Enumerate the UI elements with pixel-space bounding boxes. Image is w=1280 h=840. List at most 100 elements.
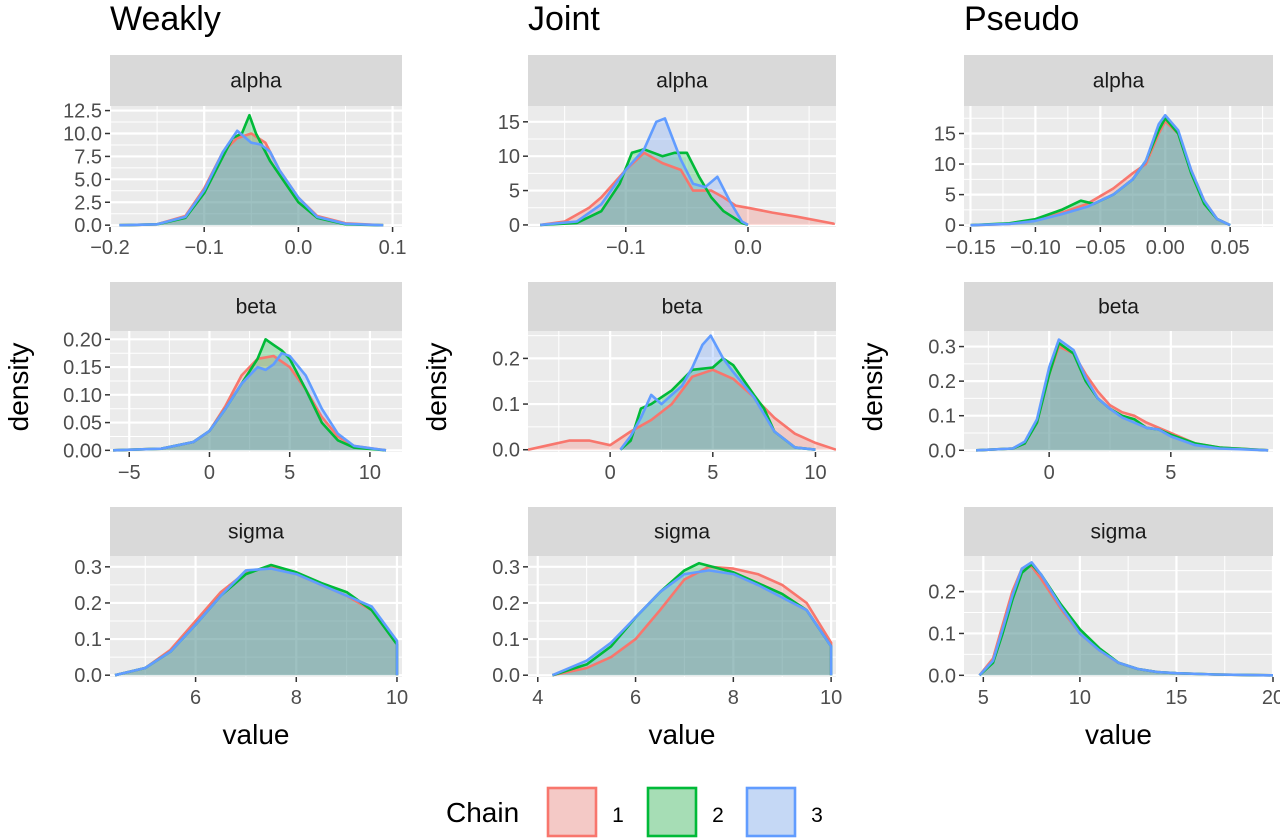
panel-alpha: alpha −0.1 0.0 0 5 10 15	[498, 55, 836, 259]
facet-strip-label: alpha	[656, 70, 708, 93]
density-line-chain-3	[540, 117, 749, 227]
x-tick-label: 10	[359, 462, 381, 484]
density-fill-chain-1	[976, 346, 1269, 451]
y-tick-label: 0.0	[74, 665, 102, 687]
density-areas	[540, 117, 835, 227]
density-fill-chain-1	[979, 566, 1273, 676]
legend-item-2: 2	[646, 786, 724, 838]
y-axis-title: density	[857, 343, 888, 432]
panel-background	[964, 106, 1273, 227]
y-tick-label: 0.0	[74, 215, 102, 237]
y-tick-label: 10	[498, 146, 520, 168]
y-tick-label: 0.05	[63, 413, 102, 435]
x-axis-title: value	[1085, 719, 1152, 750]
y-tick-label: 0	[509, 215, 520, 237]
density-fill-chain-1	[528, 369, 836, 450]
panel-sigma: sigma 6 8 10 0.0 0.1 0.2 0.3	[74, 507, 408, 709]
y-tick-label: 2.5	[74, 192, 102, 214]
density-fill-chain-2	[113, 339, 386, 451]
density-line-chain-3	[551, 569, 833, 677]
y-tick-label: 15	[934, 124, 956, 146]
y-tick-label: 12.5	[63, 101, 102, 123]
density-fill-chain-3	[119, 130, 384, 226]
y-tick-label: 0.1	[928, 406, 956, 428]
x-tick-label: 5	[978, 687, 989, 709]
x-tick-label: 5	[707, 462, 718, 484]
legend-key-chain-3	[745, 786, 797, 838]
density-fill-chain-2	[119, 115, 384, 226]
density-fill-chain-2	[540, 149, 748, 225]
x-tick-label: 4	[532, 687, 543, 709]
density-areas	[551, 561, 833, 677]
x-tick-label: 0	[1044, 462, 1055, 484]
y-tick-label: 0.3	[492, 557, 520, 579]
density-line-chain-2	[540, 148, 749, 227]
x-tick-label: 15	[1165, 687, 1187, 709]
y-tick-label: 0.2	[928, 582, 956, 604]
facet-strip-label: beta	[662, 296, 703, 319]
y-tick-label: 0.0	[928, 665, 956, 687]
facet-strip-label: beta	[1098, 296, 1139, 319]
x-tick-label: −0.10	[1010, 237, 1061, 259]
y-tick-label: 0.2	[928, 371, 956, 393]
axes: 4 6 8 10 0.0 0.1 0.2 0.3	[492, 557, 842, 709]
panel-background	[110, 106, 402, 227]
gridlines	[110, 331, 402, 452]
facet-strip	[110, 507, 402, 556]
x-tick-label: 0.0	[284, 237, 312, 259]
y-tick-label: 0.1	[492, 394, 520, 416]
gridlines	[964, 106, 1273, 227]
density-fill-chain-1	[113, 356, 386, 451]
facet-strip	[964, 55, 1273, 106]
facet-strip-label: sigma	[1090, 521, 1146, 544]
x-tick-label: 0	[204, 462, 215, 484]
x-tick-label: −0.1	[606, 237, 645, 259]
density-fill-chain-3	[979, 562, 1273, 676]
column-joint: Joint alpha −0.1 0.0 0 5 10 15 beta 0 5 10 0.0 0.1 0.2…	[421, 0, 842, 750]
facet-strip-label: alpha	[230, 70, 282, 93]
density-line-chain-3	[970, 113, 1231, 227]
x-tick-label: 0.0	[734, 237, 762, 259]
x-axis-title: value	[649, 719, 716, 750]
y-tick-label: 0.0	[928, 440, 956, 462]
y-tick-label: 0	[945, 215, 956, 237]
gridlines	[110, 106, 402, 227]
density-fill-chain-3	[976, 339, 1269, 451]
axes: 6 8 10 0.0 0.1 0.2 0.3	[74, 557, 408, 709]
panel-beta: beta −5 0 5 10 0.00 0.05 0.10 0.15 0.20	[63, 282, 402, 484]
y-tick-label: 0.1	[74, 629, 102, 651]
density-areas	[978, 561, 1273, 677]
density-areas	[114, 563, 399, 677]
density-line-chain-3	[113, 351, 387, 452]
y-tick-label: 0.0	[492, 440, 520, 462]
y-tick-label: 5	[509, 181, 520, 203]
y-tick-label: 15	[498, 112, 520, 134]
density-fill-chain-3	[115, 568, 397, 676]
density-fill-chain-1	[540, 152, 834, 225]
y-axis-title: density	[3, 343, 34, 432]
x-tick-label: 0	[605, 462, 616, 484]
y-tick-label: 10	[934, 154, 956, 176]
axes: 5 10 15 20 0.0 0.1 0.2	[928, 582, 1280, 709]
axes: −5 0 5 10 0.00 0.05 0.10 0.15 0.20	[63, 329, 381, 484]
y-tick-label: 0.00	[63, 440, 102, 462]
x-tick-label: −0.05	[1075, 237, 1126, 259]
density-areas	[970, 113, 1231, 227]
panel-sigma: sigma 4 6 8 10 0.0 0.1 0.2 0.3	[492, 507, 842, 709]
x-tick-label: 0.05	[1211, 237, 1250, 259]
y-tick-label: 0.1	[492, 629, 520, 651]
panel-background	[964, 556, 1273, 677]
column-title: Joint	[528, 0, 600, 38]
legend-label: 3	[811, 804, 823, 827]
panel-alpha: alpha−0.2 −0.1 0.0 0.10.02.55.07.510.012.5	[63, 55, 406, 259]
y-tick-label: 0.2	[74, 593, 102, 615]
x-tick-label: 6	[630, 687, 641, 709]
x-tick-label: 10	[820, 687, 842, 709]
x-tick-label: 6	[190, 687, 201, 709]
axes: 0 5 10 0.0 0.1 0.2	[492, 348, 826, 484]
x-tick-label: 8	[728, 687, 739, 709]
density-fill-chain-2	[970, 118, 1231, 226]
y-tick-label: 0.20	[63, 329, 102, 351]
